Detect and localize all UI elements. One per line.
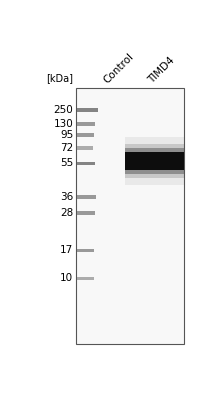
Bar bbox=[77, 162, 94, 165]
Text: 72: 72 bbox=[60, 143, 73, 153]
Bar bbox=[124, 137, 183, 185]
Text: TIMD4: TIMD4 bbox=[146, 55, 176, 85]
Text: 250: 250 bbox=[53, 105, 73, 115]
Bar bbox=[77, 277, 93, 280]
Text: 17: 17 bbox=[60, 245, 73, 255]
Text: [kDa]: [kDa] bbox=[46, 74, 73, 84]
Text: 130: 130 bbox=[53, 119, 73, 129]
Bar bbox=[77, 195, 95, 198]
Text: Control: Control bbox=[101, 51, 135, 85]
Bar bbox=[77, 146, 92, 150]
Bar bbox=[77, 248, 93, 252]
Bar bbox=[77, 134, 93, 137]
Text: 10: 10 bbox=[60, 274, 73, 284]
Bar bbox=[77, 212, 94, 215]
Bar bbox=[77, 108, 97, 112]
Text: 55: 55 bbox=[60, 158, 73, 168]
Text: 36: 36 bbox=[60, 192, 73, 202]
Bar bbox=[77, 122, 94, 126]
Bar bbox=[124, 148, 183, 174]
Text: 28: 28 bbox=[60, 208, 73, 218]
Bar bbox=[124, 152, 183, 170]
Bar bbox=[76, 88, 183, 344]
Bar bbox=[124, 144, 183, 178]
Text: 95: 95 bbox=[60, 130, 73, 140]
